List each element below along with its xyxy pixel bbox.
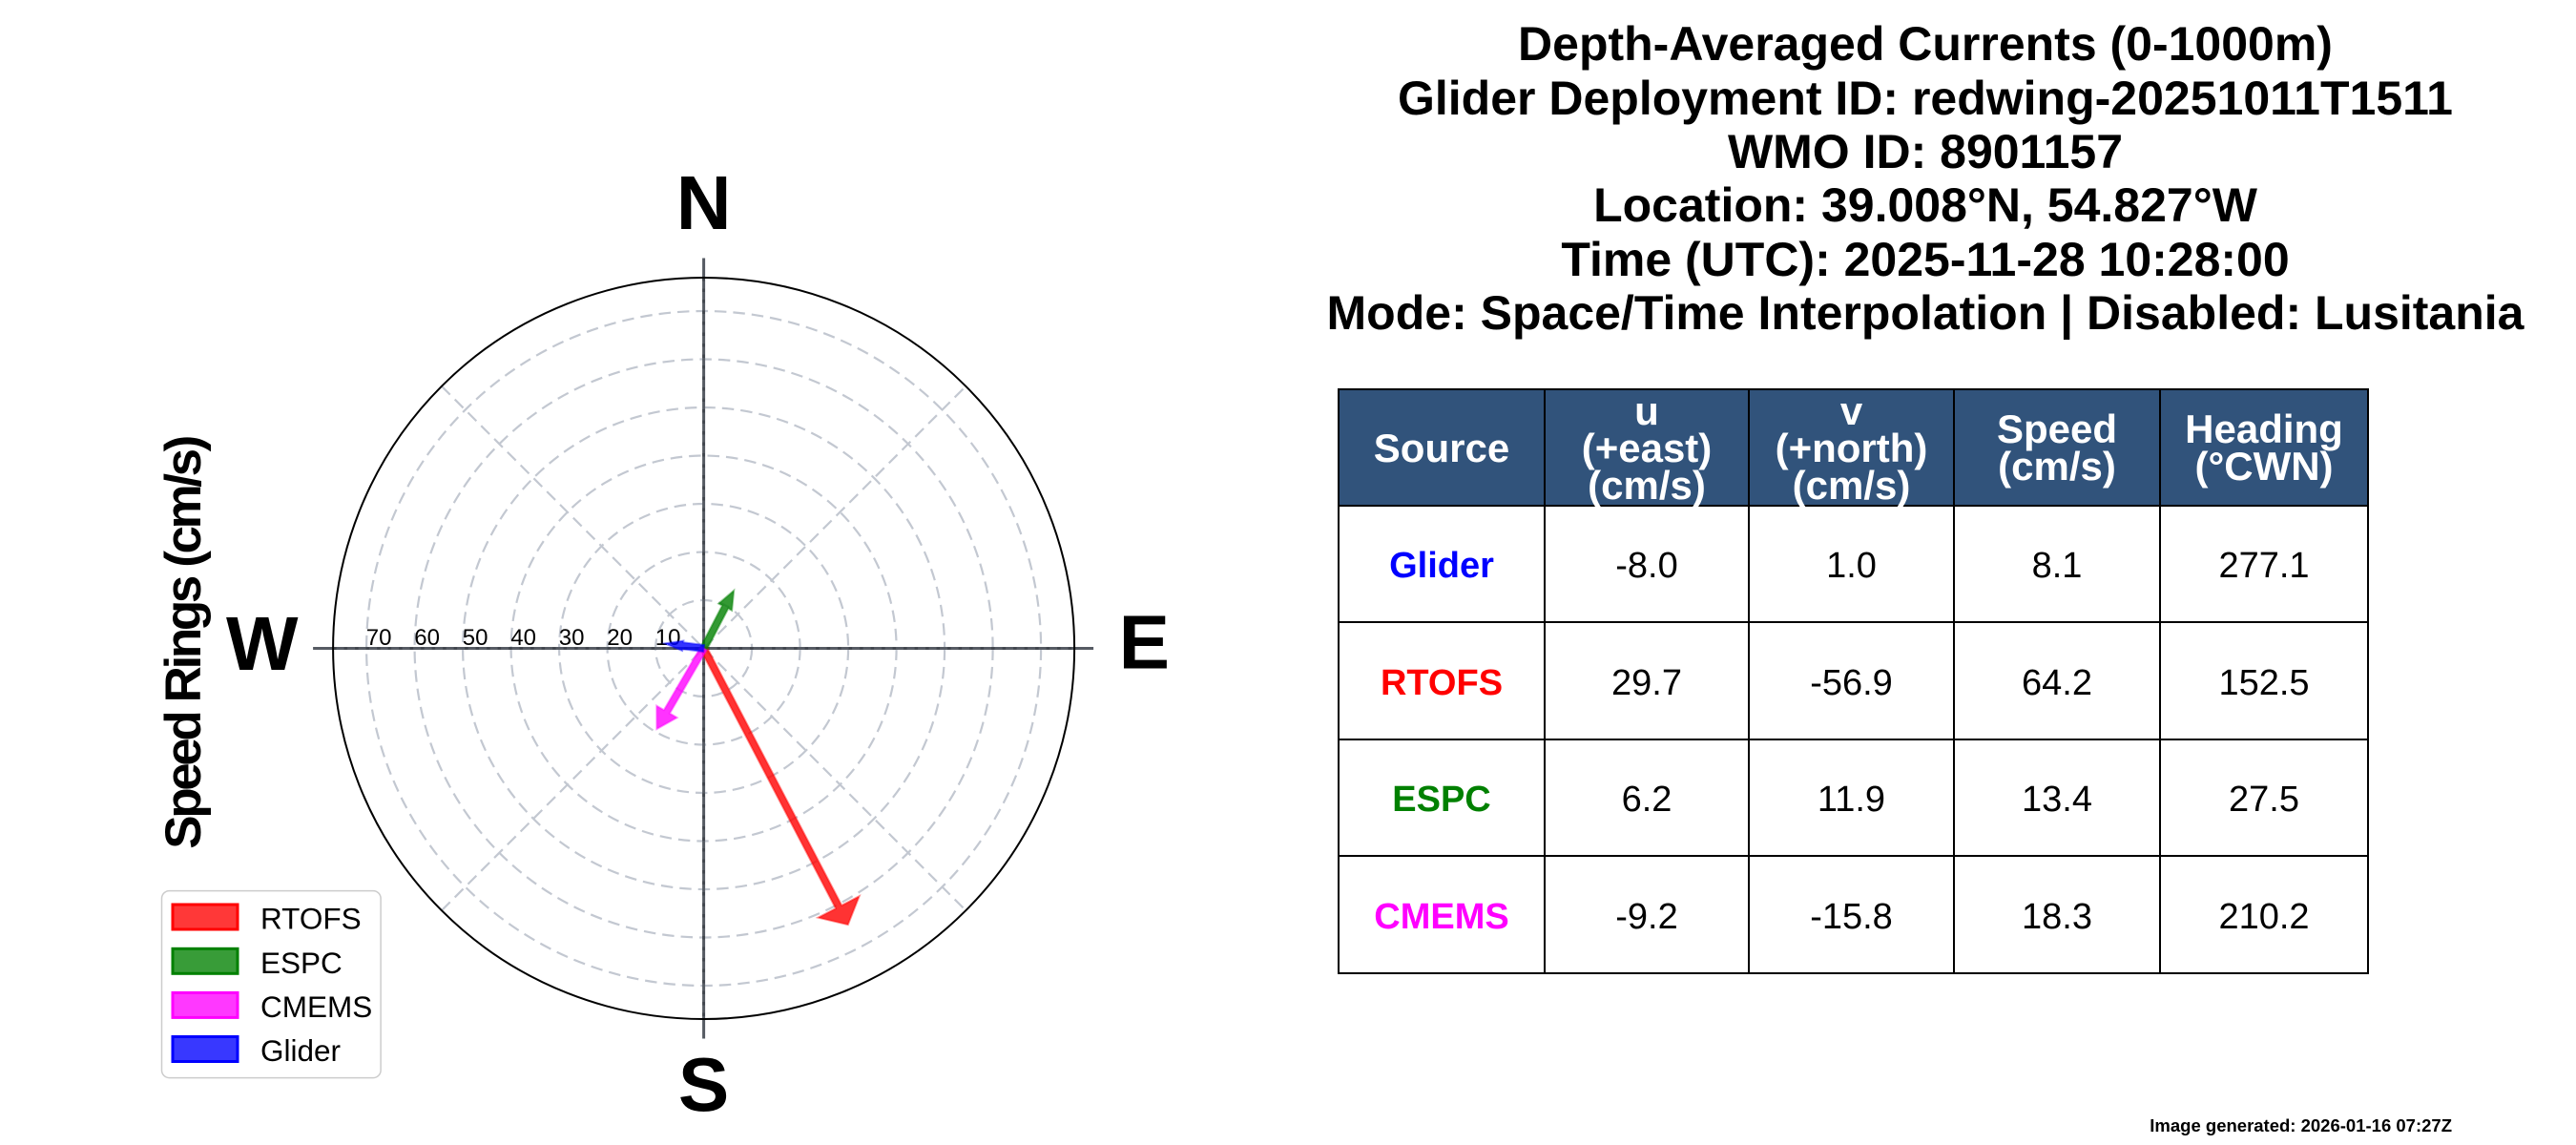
svg-text:20: 20 [607,625,633,651]
svg-text:60: 60 [414,625,440,651]
svg-text:RTOFS: RTOFS [260,902,362,936]
svg-text:50: 50 [463,625,488,651]
svg-text:W: W [226,601,299,686]
svg-text:Glider: Glider [260,1033,341,1068]
svg-text:N: N [676,160,732,245]
svg-text:ESPC: ESPC [260,946,343,980]
svg-text:40: 40 [510,625,536,651]
svg-text:E: E [1119,600,1170,685]
svg-text:30: 30 [559,625,585,651]
svg-text:Speed Rings (cm/s): Speed Rings (cm/s) [156,436,212,848]
svg-text:70: 70 [366,625,392,651]
svg-text:S: S [678,1042,729,1127]
svg-text:CMEMS: CMEMS [260,989,372,1024]
